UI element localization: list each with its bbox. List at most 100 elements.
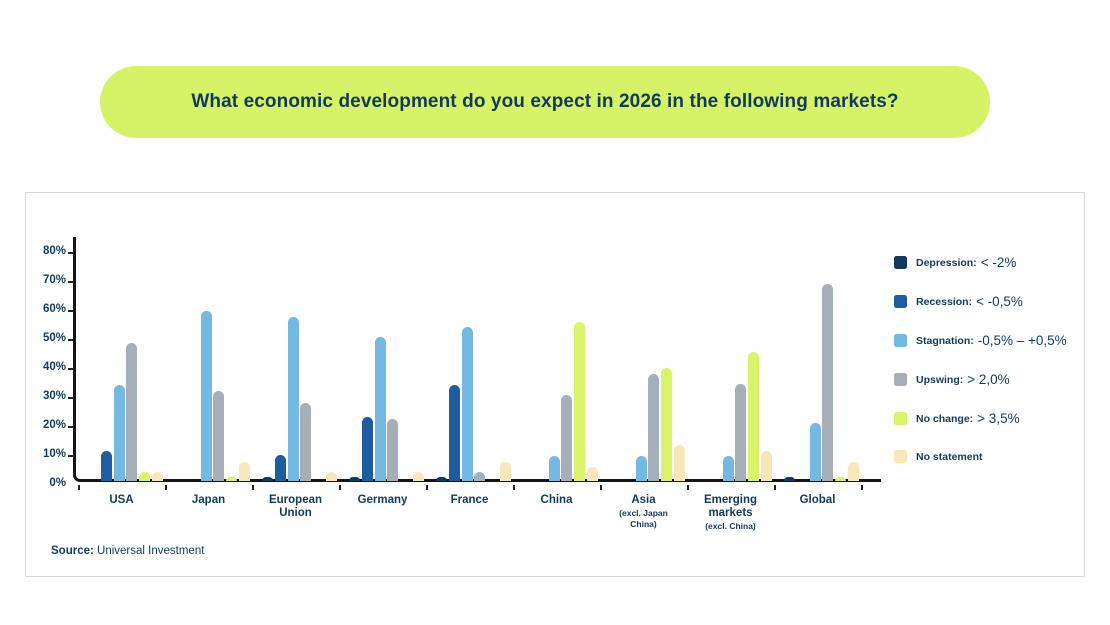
bar-upswing — [561, 395, 573, 481]
legend-item-no-change: No change: > 3,5% — [894, 411, 1020, 426]
x-axis-label: Emerging markets (excl. China) — [687, 494, 774, 531]
legend-item-stagnation: Stagnation: -0,5% – +0,5% — [894, 333, 1067, 348]
legend-swatch — [894, 412, 907, 425]
bar-recession — [448, 385, 460, 481]
y-tick-mark — [68, 397, 74, 399]
bar-stagnation — [461, 327, 473, 481]
bar-no-statement — [586, 466, 598, 481]
source-label: Source: — [51, 545, 94, 557]
x-axis-label-line: markets — [708, 507, 753, 519]
legend-swatch — [894, 256, 907, 269]
legend-swatch — [894, 334, 907, 347]
y-tick-mark — [68, 339, 74, 341]
x-axis-label: USA — [78, 494, 165, 507]
legend-value: -0,5% – +0,5% — [977, 333, 1067, 348]
y-tick-label: 70% — [42, 274, 66, 286]
legend-item-depression: Depression: < -2% — [894, 255, 1016, 270]
bar-stagnation — [548, 456, 560, 481]
bar-upswing — [822, 283, 834, 481]
x-tick-mark — [339, 485, 341, 490]
x-axis-label-subline: China) — [630, 519, 657, 529]
x-axis-label-subline: (excl. China) — [705, 521, 756, 531]
x-axis-label-line: European — [268, 494, 323, 506]
bar-depression — [436, 476, 447, 481]
bar-group-germany — [349, 337, 424, 481]
x-axis-label: Asia (excl. Japan China) — [600, 494, 687, 529]
source-note: Source: Universal Investment — [51, 545, 204, 557]
x-axis-label-subline: (excl. Japan — [619, 508, 668, 518]
x-axis-label-line: Global — [799, 494, 836, 506]
bar-stagnation — [722, 456, 734, 481]
legend-label: Recession: — [916, 295, 973, 308]
bar-no-change — [226, 476, 238, 481]
bar-no-change — [661, 367, 673, 481]
x-axis-label-line: Union — [279, 507, 312, 519]
legend-item-no-statement: No statement — [894, 450, 983, 463]
x-axis-label-line: France — [450, 494, 489, 506]
question-title: What economic development do you expect … — [191, 91, 899, 112]
legend-item-upswing: Upswing: > 2,0% — [894, 372, 1010, 387]
bar-no-statement — [412, 472, 424, 481]
legend-label: Depression: — [916, 256, 977, 269]
bar-no-statement — [499, 462, 511, 481]
y-tick-label: 30% — [42, 390, 66, 402]
legend-label: No statement — [916, 450, 983, 463]
legend-item-recession: Recession: < -0,5% — [894, 294, 1023, 309]
bar-no-change — [139, 472, 151, 481]
x-tick-mark — [687, 485, 689, 490]
x-tick-mark — [165, 485, 167, 490]
source-value: Universal Investment — [97, 545, 205, 557]
bar-no-statement — [325, 472, 337, 481]
legend-label: Stagnation: — [916, 334, 974, 347]
legend-value: > 2,0% — [967, 372, 1010, 387]
legend-value: > 3,5% — [977, 411, 1020, 426]
bar-stagnation — [635, 456, 647, 481]
x-tick-mark — [861, 485, 863, 490]
question-banner: What economic development do you expect … — [100, 66, 990, 138]
bar-stagnation — [200, 311, 212, 481]
y-tick-mark — [68, 310, 74, 312]
x-axis-label-line: Asia — [631, 494, 656, 506]
y-tick-label: 0% — [49, 477, 66, 489]
y-tick-mark — [68, 455, 74, 457]
bar-recession — [361, 417, 373, 481]
bar-no-statement — [673, 444, 685, 481]
bar-upswing — [300, 402, 312, 481]
x-axis-label-line: USA — [109, 494, 134, 506]
bar-group-emerging-markets — [697, 351, 772, 481]
y-tick-mark — [68, 368, 74, 370]
y-tick-label: 80% — [42, 245, 66, 257]
x-axis-label: Germany — [339, 494, 426, 507]
bar-no-statement — [151, 472, 163, 481]
x-tick-mark — [513, 485, 515, 490]
legend-label: No change: — [916, 412, 974, 425]
chart-card: 0% 10% 20% 30% 40% 50% 60% 70% 80% USA Japan Europ… — [25, 192, 1085, 577]
y-tick-label: 10% — [42, 448, 66, 460]
bar-stagnation — [809, 423, 821, 481]
x-tick-mark — [252, 485, 254, 490]
x-tick-mark — [600, 485, 602, 490]
x-axis-label-line: Japan — [191, 494, 226, 506]
bar-group-japan — [175, 311, 250, 481]
x-axis-label: China — [513, 494, 600, 507]
bar-recession — [100, 450, 112, 481]
legend-swatch — [894, 373, 907, 386]
y-tick-label: 40% — [42, 361, 66, 373]
x-axis-label-line: China — [540, 494, 573, 506]
y-tick-mark — [68, 252, 74, 254]
bar-recession — [274, 454, 286, 481]
bar-stagnation — [113, 385, 125, 481]
bar-group-global — [784, 283, 859, 481]
bar-group-china — [523, 321, 598, 481]
x-tick-mark — [78, 485, 80, 490]
bar-stagnation — [374, 337, 386, 481]
legend-value: < -2% — [980, 255, 1017, 270]
x-axis-label: Global — [774, 494, 861, 507]
bar-group-european-union — [262, 317, 337, 481]
bar-no-change — [574, 321, 586, 481]
bar-no-change — [835, 476, 847, 481]
bar-group-usa — [88, 343, 163, 481]
legend-swatch — [894, 450, 907, 463]
bar-depression — [349, 476, 360, 481]
